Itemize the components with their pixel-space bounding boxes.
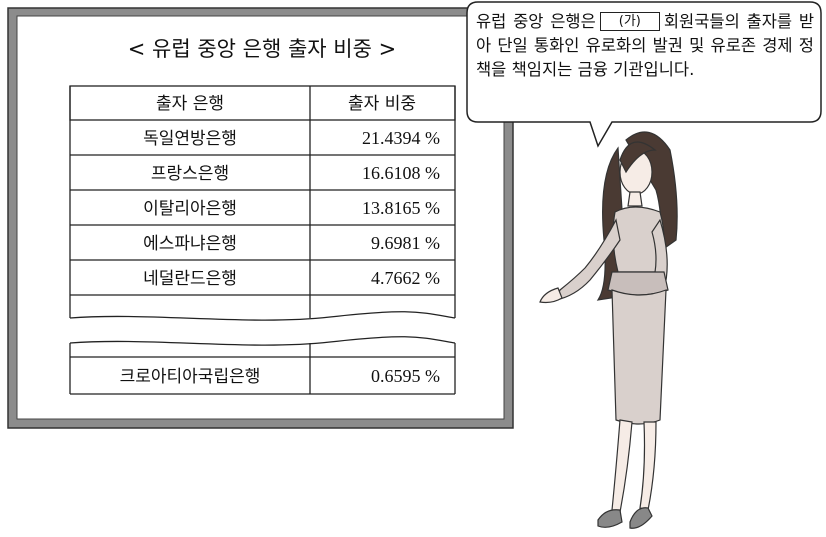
speech-text: 유럽 중앙 은행은 (가) 회원국들의 출자를 받아 단일 통화인 유로화의 발권 … xyxy=(476,10,814,82)
bank-cell: 크로아티아국립은행 xyxy=(120,367,261,387)
table-grid xyxy=(69,85,456,395)
share-cell: 13.8165 % xyxy=(362,198,440,218)
share-cell: 9.6981 % xyxy=(371,233,440,253)
bank-cell: 프랑스은행 xyxy=(151,164,229,184)
bank-cell: 에스파냐은행 xyxy=(143,234,237,254)
header-cell: 출자 비중 xyxy=(348,94,416,114)
woman-figure xyxy=(539,131,678,529)
share-cell: 0.6595 % xyxy=(371,366,440,386)
speech-bubble xyxy=(466,1,822,148)
bank-cell: 독일연방은행 xyxy=(143,129,237,149)
speech-after: 회원국들의 출자를 받아 단일 통화인 유로화의 발권 및 유로존 경제 정책을… xyxy=(476,12,814,79)
speech-before: 유럽 중앙 은행은 xyxy=(476,12,596,31)
board-panel xyxy=(16,15,505,420)
share-cell: 16.6108 % xyxy=(362,163,440,183)
share-cell: 21.4394 % xyxy=(362,128,440,148)
table-rows: 독일연방은행 21.4394 % 프랑스은행 16.6108 % 이탈리아은행 13.81… xyxy=(143,128,440,289)
bank-cell: 네덜란드은행 xyxy=(143,269,237,289)
bank-cell: 이탈리아은행 xyxy=(143,199,237,219)
header-cell: 출자 은행 xyxy=(156,94,224,114)
speech-blank: (가) xyxy=(599,12,660,31)
board-title: < 유럽 중앙 은행 출자 비중 > xyxy=(128,37,396,61)
share-cell: 4.7662 % xyxy=(371,268,440,288)
